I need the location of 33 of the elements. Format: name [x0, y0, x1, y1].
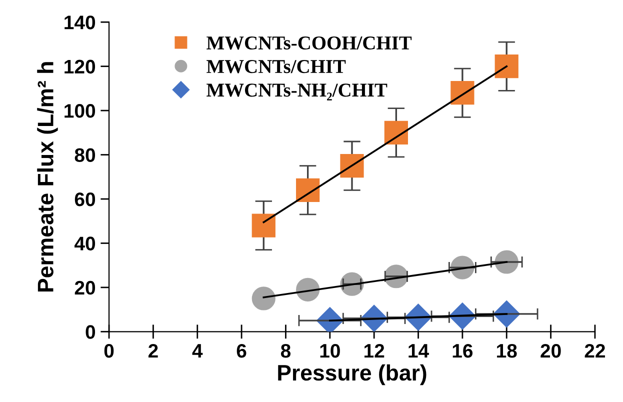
legend-label: MWCNTs-NH₂/CHIT — [206, 84, 388, 100]
x-tick-label: 16 — [452, 344, 473, 358]
point — [450, 81, 474, 105]
point — [252, 286, 276, 310]
y-axis-title: Permeate Flux (L/m² h — [37, 62, 58, 292]
x-tick-label: 6 — [236, 344, 246, 358]
y-tick-label: 40 — [74, 236, 96, 250]
point — [296, 178, 320, 202]
point — [252, 214, 276, 238]
point — [384, 120, 408, 144]
y-tick-label: 20 — [74, 280, 96, 295]
legend-label: MWCNTs-COOH/CHIT — [206, 36, 412, 50]
point — [494, 54, 518, 78]
legend-label: MWCNTs/CHIT — [206, 60, 346, 74]
point — [340, 154, 364, 178]
x-tick-label: 20 — [540, 344, 561, 358]
y-tick-label: 100 — [64, 104, 96, 118]
y-tick-label: 120 — [64, 60, 96, 74]
x-tick-label: 14 — [408, 344, 429, 358]
y-tick-label: 60 — [74, 192, 96, 206]
y-tick-label: 80 — [74, 148, 96, 162]
x-tick-label: 10 — [320, 344, 340, 358]
x-tick-label: 8 — [280, 344, 291, 358]
x-tick-label: 4 — [192, 344, 203, 358]
x-tick-label: 12 — [364, 344, 384, 358]
x-tick-label: 2 — [148, 344, 158, 358]
x-axis-title: Pressure (bar) — [278, 364, 426, 386]
x-tick-label: 22 — [584, 344, 605, 358]
point — [296, 278, 320, 302]
y-tick-label: 0 — [86, 325, 96, 339]
x-tick-label: 18 — [497, 344, 517, 358]
y-tick-label: 140 — [64, 16, 96, 30]
x-tick-label: 0 — [104, 344, 114, 358]
